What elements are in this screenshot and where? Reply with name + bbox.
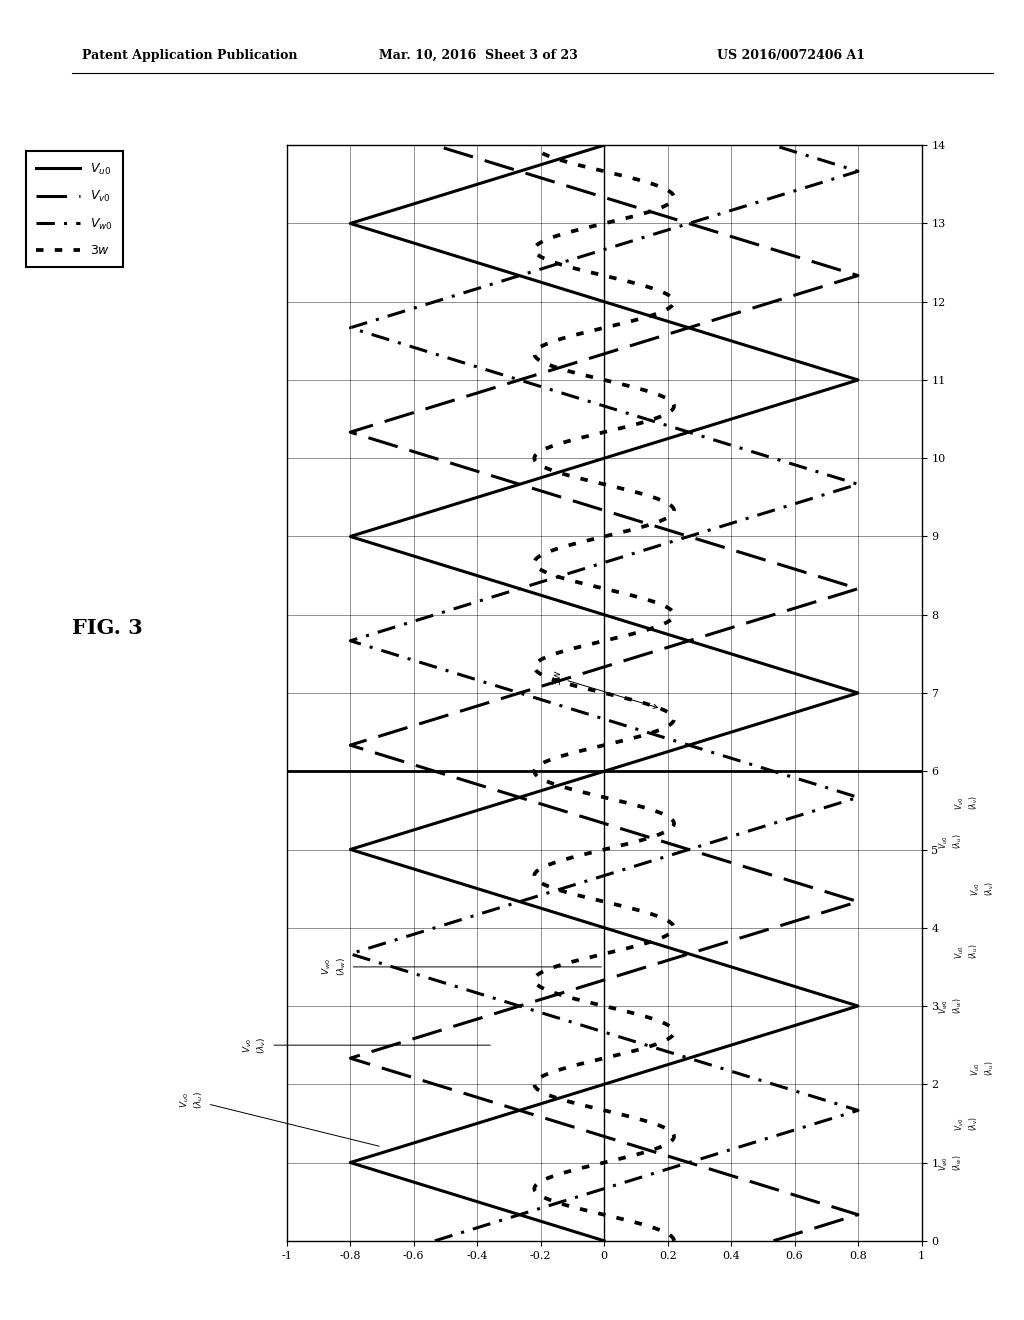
Text: $V_{v0}$
$(\lambda_v)$: $V_{v0}$ $(\lambda_v)$ (970, 880, 996, 896)
Text: $V_{v0}$
$(\lambda_v)$: $V_{v0}$ $(\lambda_v)$ (953, 795, 980, 810)
Text: Patent Application Publication: Patent Application Publication (82, 49, 297, 62)
Text: $V_{w0}$
$(\lambda_w)$: $V_{w0}$ $(\lambda_w)$ (938, 998, 965, 1014)
Text: $V_{w0}$
$(\lambda_w)$: $V_{w0}$ $(\lambda_w)$ (321, 957, 601, 977)
Text: $V_{u0}$
$(\lambda_u)$: $V_{u0}$ $(\lambda_u)$ (953, 944, 980, 960)
Text: $V_{v0}$
$(\lambda_v)$: $V_{v0}$ $(\lambda_v)$ (953, 1115, 980, 1131)
Text: $V_{v0}$
$(\lambda_v)$: $V_{v0}$ $(\lambda_v)$ (242, 1036, 490, 1053)
Text: Mar. 10, 2016  Sheet 3 of 23: Mar. 10, 2016 Sheet 3 of 23 (379, 49, 578, 62)
Text: $V_{u0}$
$(\lambda_u)$: $V_{u0}$ $(\lambda_u)$ (178, 1092, 379, 1146)
Text: $V_{w0}$
$(\lambda_w)$: $V_{w0}$ $(\lambda_w)$ (938, 1154, 965, 1171)
Text: $V_{u0}$
$(\lambda_u)$: $V_{u0}$ $(\lambda_u)$ (938, 834, 965, 850)
Text: $V_{u0}$
$(\lambda_u)$: $V_{u0}$ $(\lambda_u)$ (970, 1061, 996, 1076)
Text: $3w$: $3w$ (551, 669, 657, 709)
Text: US 2016/0072406 A1: US 2016/0072406 A1 (717, 49, 865, 62)
Legend: $V_{u0}$, $V_{v0}$, $V_{w0}$, $3w$: $V_{u0}$, $V_{v0}$, $V_{w0}$, $3w$ (27, 152, 123, 267)
Text: FIG. 3: FIG. 3 (72, 618, 142, 638)
